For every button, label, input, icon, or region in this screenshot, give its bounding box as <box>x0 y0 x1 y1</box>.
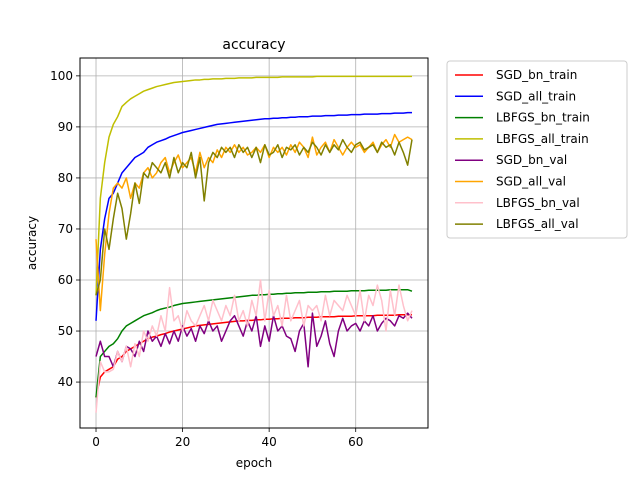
legend-label-SGD_all_train: SGD_all_train <box>496 89 576 103</box>
legend: SGD_bn_train SGD_all_train LBFGS_bn_train L… <box>446 60 628 239</box>
y-tick-label-4: 80 <box>58 171 73 185</box>
series-line-LBFGS_bn_val <box>95 279 413 413</box>
series-line-LBFGS_all_train <box>95 75 412 296</box>
y-axis-label: accuracy <box>25 216 39 270</box>
series-line-SGD_bn_val <box>95 312 413 368</box>
legend-label-LBFGS_all_train: LBFGS_all_train <box>496 132 589 146</box>
x-axis-label: epoch <box>236 456 273 470</box>
y-tick-label-0: 40 <box>58 375 73 389</box>
chart-title: accuracy <box>222 37 285 53</box>
plot-area <box>95 75 413 413</box>
legend-label-LBFGS_bn_train: LBFGS_bn_train <box>496 111 590 125</box>
x-tick-label-3: 60 <box>348 435 363 449</box>
series-line-SGD_all_train <box>95 111 412 321</box>
y-tick-label-6: 100 <box>50 69 73 83</box>
y-tick-label-2: 60 <box>58 273 73 287</box>
y-axis-ticks: 40 50 60 70 80 90 100 <box>50 69 80 389</box>
legend-label-LBFGS_bn_val: LBFGS_bn_val <box>496 196 580 210</box>
x-tick-label-0: 0 <box>92 435 100 449</box>
legend-label-SGD_bn_val: SGD_bn_val <box>496 153 567 167</box>
x-tick-label-1: 20 <box>175 435 190 449</box>
x-tick-label-2: 40 <box>262 435 277 449</box>
x-axis-ticks: 0 20 40 60 <box>92 428 363 449</box>
legend-label-SGD_all_val: SGD_all_val <box>496 175 566 189</box>
y-tick-label-5: 90 <box>58 120 73 134</box>
y-tick-label-1: 50 <box>58 324 73 338</box>
series-line-SGD_all_val <box>95 133 413 312</box>
legend-box <box>446 60 628 239</box>
legend-label-LBFGS_all_val: LBFGS_all_val <box>496 217 579 231</box>
axes-frame <box>79 57 429 429</box>
legend-label-SGD_bn_train: SGD_bn_train <box>496 68 577 82</box>
y-tick-label-3: 70 <box>58 222 73 236</box>
series-line-LBFGS_all_val <box>95 138 413 296</box>
series-group <box>95 75 413 413</box>
